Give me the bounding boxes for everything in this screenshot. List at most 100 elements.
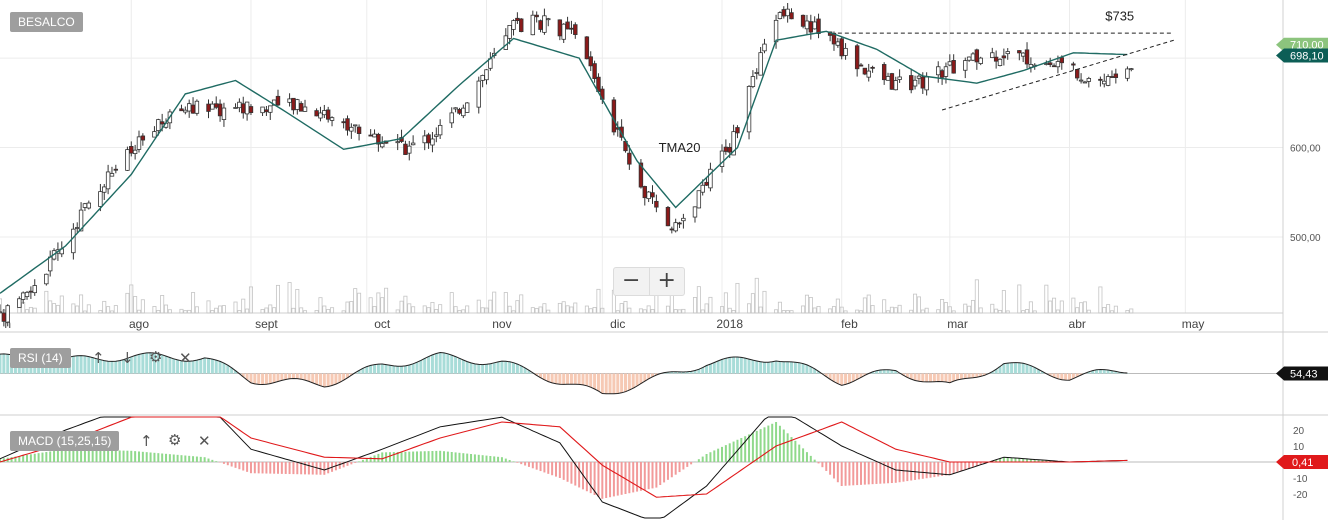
volume-bar	[839, 306, 844, 314]
volume-bar	[970, 299, 975, 314]
macd-value-label: 0,41	[1292, 457, 1313, 469]
volume-bar	[619, 303, 624, 314]
volume-bar	[565, 305, 570, 314]
candle	[816, 18, 821, 34]
macd-title: MACD (15,25,15)	[10, 431, 120, 451]
candle	[17, 298, 22, 308]
volume-bar	[750, 293, 755, 314]
candle	[561, 23, 566, 40]
volume-bar	[82, 310, 87, 314]
candle	[1086, 78, 1092, 82]
volume-bar	[816, 306, 821, 314]
volume-bar	[349, 301, 354, 314]
candle	[190, 104, 196, 114]
candle	[1129, 68, 1134, 71]
volume-bar	[403, 295, 408, 314]
rsi-value-tag	[1276, 366, 1328, 381]
volume-bar	[102, 300, 107, 314]
volume-bar	[368, 297, 373, 314]
volume-bar	[947, 306, 952, 314]
candle	[136, 136, 142, 150]
candle	[430, 138, 435, 146]
volume-bar	[828, 308, 833, 314]
candle	[1020, 52, 1026, 57]
candle	[893, 80, 898, 91]
macd-y-tick-label: -10	[1293, 474, 1308, 485]
candle	[407, 145, 412, 154]
gear-icon[interactable]: ⚙	[168, 431, 182, 449]
rsi-line	[0, 351, 1128, 395]
volume-bar	[484, 307, 489, 314]
move-up-icon[interactable]: ↑	[140, 432, 153, 450]
gear-icon[interactable]: ⚙	[149, 348, 163, 366]
candle	[758, 52, 763, 76]
candle	[750, 76, 756, 87]
move-down-icon[interactable]: ↓	[121, 349, 134, 367]
candle	[530, 14, 536, 36]
volume-bar	[967, 305, 972, 314]
volume-bar	[167, 309, 172, 314]
candle	[322, 110, 327, 116]
candle	[974, 49, 980, 63]
candle	[422, 135, 427, 144]
candle	[214, 103, 219, 108]
volume-bar	[295, 289, 300, 314]
candle	[140, 135, 146, 141]
volume-bar	[125, 292, 130, 314]
volume-bar	[696, 286, 701, 314]
volume-bar	[835, 298, 840, 314]
move-up-icon[interactable]: ↑	[92, 349, 105, 367]
volume-bar	[920, 309, 925, 314]
candle	[233, 107, 238, 109]
candle	[302, 106, 308, 112]
candle	[1071, 63, 1076, 66]
volume-bar	[855, 309, 860, 314]
volume-bar	[86, 304, 91, 314]
candle	[248, 106, 254, 113]
candle	[291, 97, 296, 111]
volume-bar	[600, 307, 605, 314]
volume-bar	[1044, 284, 1049, 314]
volume-bar	[140, 299, 145, 314]
candle	[773, 19, 779, 43]
candle	[569, 27, 574, 30]
zoom-out-button[interactable]: −	[622, 268, 641, 293]
volume-bar	[1025, 309, 1030, 314]
volume-bar	[1129, 308, 1134, 314]
volume-bar	[476, 299, 481, 314]
volume-bar	[75, 305, 80, 314]
candle	[32, 285, 37, 294]
volume-bar	[538, 306, 543, 314]
volume-bar	[187, 309, 192, 314]
candle	[1098, 78, 1103, 81]
volume-bar	[1028, 301, 1033, 314]
candle	[156, 119, 161, 131]
volume-bar	[326, 309, 331, 314]
volume-bar	[801, 305, 806, 314]
volume-bar	[32, 307, 37, 314]
close-icon[interactable]: ✕	[179, 349, 192, 367]
candle	[654, 200, 659, 208]
volume-bar	[260, 309, 265, 314]
candle	[105, 171, 111, 190]
candle	[947, 61, 953, 66]
candle	[314, 110, 319, 117]
volume-bar	[194, 306, 199, 314]
candle	[754, 72, 759, 74]
volume-bar	[1086, 309, 1091, 314]
candle	[665, 206, 671, 227]
candle	[565, 21, 570, 30]
close-icon[interactable]: ✕	[198, 432, 211, 450]
candle	[102, 186, 107, 193]
candle	[592, 63, 597, 79]
zoom-in-button[interactable]: +	[648, 268, 685, 295]
volume-bar	[1052, 297, 1057, 314]
candle	[762, 43, 767, 52]
volume-bar	[353, 288, 358, 314]
x-tick-label: abr	[1069, 317, 1086, 331]
x-tick-label: 2018	[716, 317, 743, 331]
volume-bar	[160, 295, 165, 314]
candle	[515, 17, 520, 21]
